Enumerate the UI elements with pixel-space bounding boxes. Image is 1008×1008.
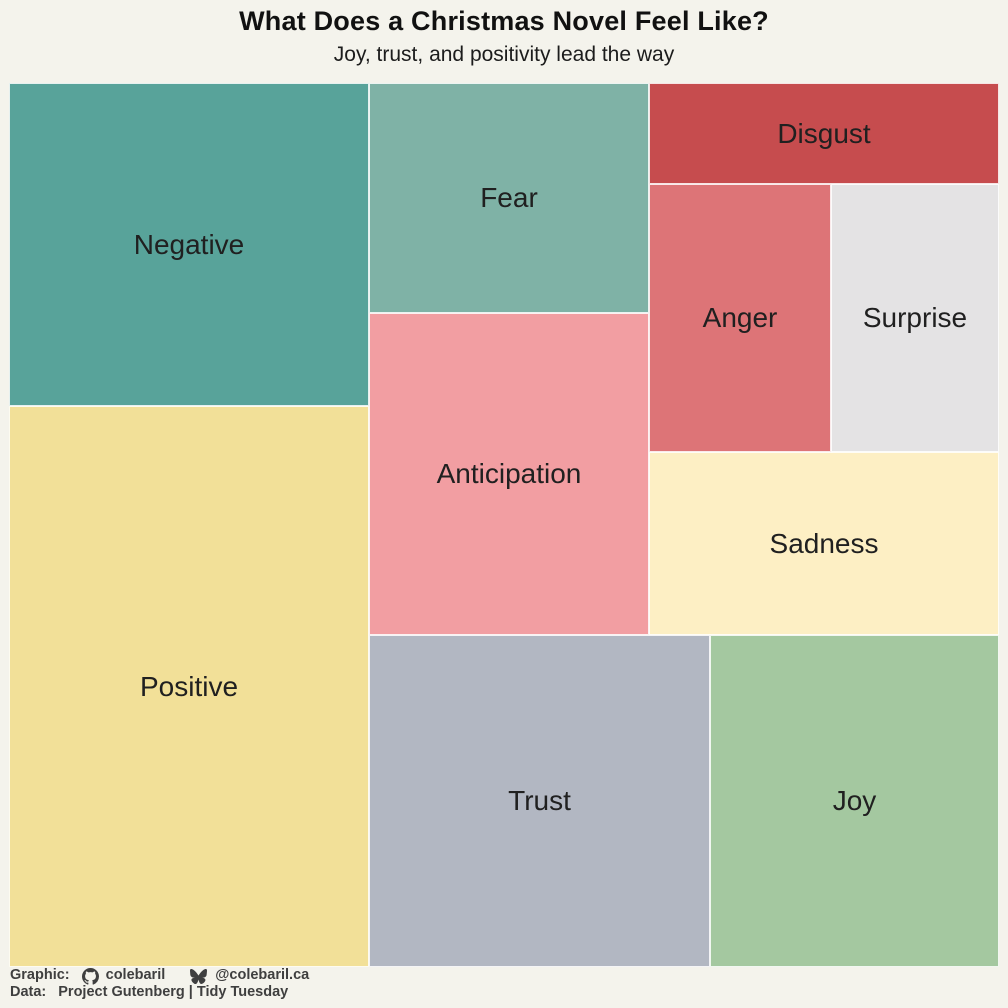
treemap-cell-trust: Trust	[369, 635, 710, 967]
footer-data-line: Data: Project Gutenberg | Tidy Tuesday	[10, 983, 998, 1001]
treemap-cell-label: Negative	[133, 228, 245, 260]
treemap-cell-label: Anticipation	[436, 458, 582, 489]
treemap-cell-anticipation: Anticipation	[369, 313, 649, 635]
treemap-cell-anger: Anger	[649, 184, 831, 452]
treemap-cell-disgust: Disgust	[649, 83, 999, 184]
treemap-cell-label: Fear	[480, 182, 538, 213]
bluesky-butterfly-icon	[189, 968, 208, 985]
github-handle: colebaril	[105, 967, 166, 984]
treemap-plot: Negative Fear Disgust Anger Surprise Anticipa…	[9, 83, 999, 967]
treemap-cell-label: Sadness	[769, 527, 879, 559]
treemap-cell-label: Disgust	[777, 117, 871, 149]
treemap-cell-fear: Fear	[369, 83, 649, 313]
data-label: Data:	[10, 983, 47, 1000]
treemap-cell-label: Positive	[139, 670, 239, 702]
chart-header: What Does a Christmas Novel Feel Like? J…	[0, 0, 1008, 83]
treemap-cell-label: Trust	[508, 785, 571, 816]
treemap-cell-sadness: Sadness	[649, 452, 999, 635]
github-icon	[81, 967, 99, 985]
treemap-cell-positive: Positive	[9, 406, 369, 967]
treemap-cell-label: Joy	[832, 785, 877, 816]
data-source: Project Gutenberg | Tidy Tuesday	[58, 983, 289, 1000]
bluesky-handle: @colebaril.ca	[215, 967, 310, 984]
treemap-cell-label: Anger	[702, 302, 778, 333]
graphic-label: Graphic:	[10, 967, 70, 984]
chart-title: What Does a Christmas Novel Feel Like?	[239, 6, 769, 36]
treemap-cell-joy: Joy	[710, 635, 999, 967]
footer-graphic-line: Graphic: colebaril @colebaril.ca	[10, 967, 998, 985]
chart-subtitle: Joy, trust, and positivity lead the way	[333, 43, 675, 67]
treemap-cell-surprise: Surprise	[831, 184, 999, 452]
footer-caption: Graphic: colebaril @colebaril.ca Data: P…	[10, 967, 998, 1001]
treemap-cell-label: Surprise	[862, 302, 968, 333]
treemap-cell-negative: Negative	[9, 83, 369, 406]
